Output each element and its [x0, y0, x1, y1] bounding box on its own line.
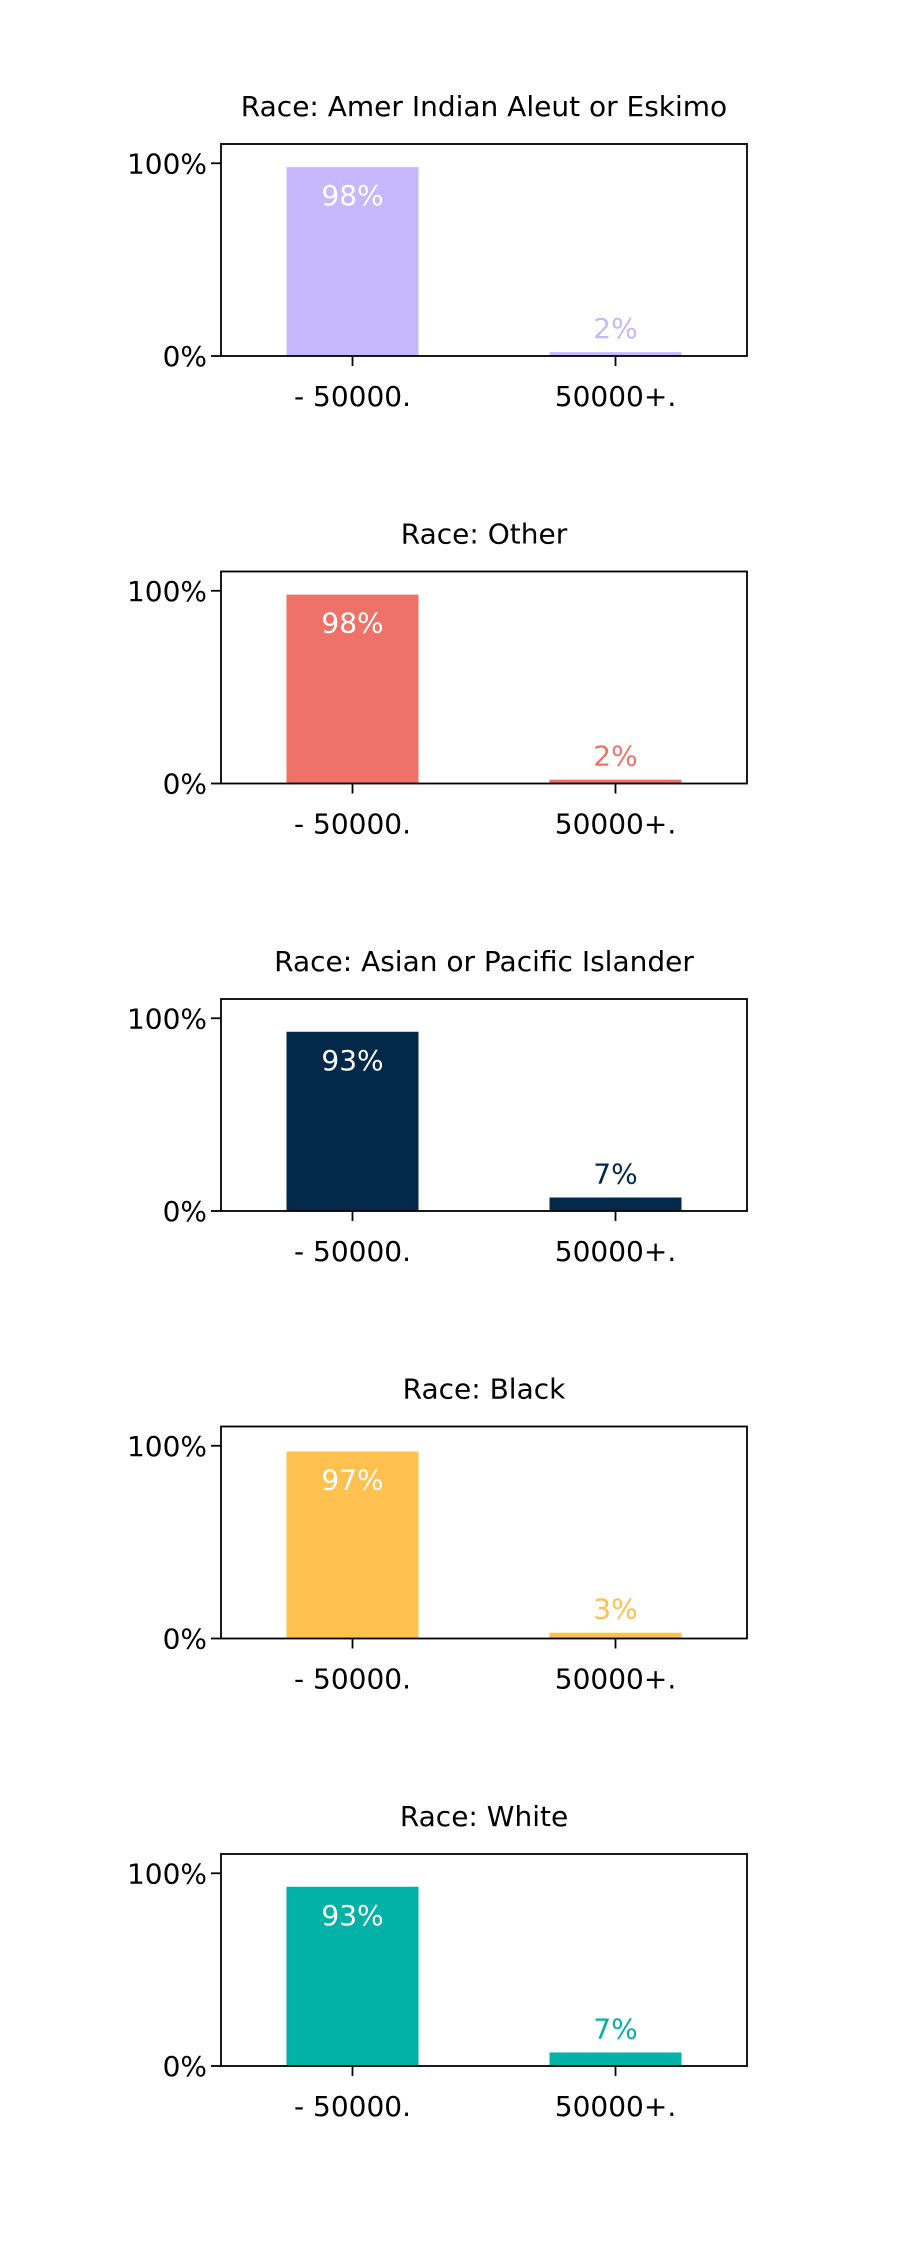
bar-1	[286, 1886, 419, 2066]
bar-1	[286, 594, 419, 784]
bar-2	[549, 352, 682, 356]
bar-value-label: 97%	[321, 1464, 383, 1497]
bar-value-label: 93%	[321, 1899, 383, 1932]
bar-2	[549, 779, 682, 784]
y-tick-label: 0%	[163, 768, 207, 801]
x-tick-label: 50000+.	[555, 1235, 676, 1268]
y-tick-label: 100%	[127, 1002, 207, 1035]
bar-value-label: 98%	[321, 179, 383, 212]
bar-value-label: 3%	[593, 1593, 637, 1626]
bar-value-label: 7%	[593, 2013, 637, 2046]
y-tick-label: 100%	[127, 1430, 207, 1463]
y-tick-label: 100%	[127, 147, 207, 180]
bar-value-label: 93%	[321, 1044, 383, 1077]
axes-frame	[220, 570, 748, 785]
y-tick-label: 0%	[163, 1195, 207, 1228]
x-tick-label: - 50000.	[294, 380, 411, 413]
bar-value-label: 98%	[321, 607, 383, 640]
bar-1	[286, 167, 419, 356]
bar-value-label: 2%	[593, 740, 637, 773]
axes-frame	[220, 143, 748, 357]
chart-panel-3: Race: Asian or Pacific Islander 93% - 5000…	[127, 945, 748, 1268]
y-tick-label: 0%	[163, 340, 207, 373]
chart-panel-4: Race: Black 97% - 50000. 3% 50000+. 0% 100%	[127, 1373, 748, 1696]
x-tick-label: - 50000.	[294, 2090, 411, 2123]
chart-title: Race: Amer Indian Aleut or Eskimo	[241, 90, 727, 123]
bar-value-label: 2%	[593, 312, 637, 345]
chart-title: Race: White	[400, 1800, 568, 1833]
y-tick-label: 0%	[163, 1623, 207, 1656]
chart-title: Race: Black	[403, 1373, 566, 1406]
axes-frame	[220, 1853, 748, 2067]
y-tick-label: 100%	[127, 1857, 207, 1890]
x-tick-label: - 50000.	[294, 1663, 411, 1696]
x-tick-label: 50000+.	[555, 2090, 676, 2123]
axes-frame	[220, 998, 748, 1212]
x-tick-label: 50000+.	[555, 808, 676, 841]
y-tick-label: 100%	[127, 575, 207, 608]
bar-1	[286, 1451, 419, 1639]
chart-panel-2: Race: Other 98% - 50000. 2% 50000+. 0% 100%	[127, 518, 748, 841]
x-tick-label: - 50000.	[294, 1235, 411, 1268]
bar-2	[549, 1632, 682, 1639]
y-tick-label: 0%	[163, 2050, 207, 2083]
bar-1	[286, 1031, 419, 1211]
bar-2	[549, 2052, 682, 2066]
axes-frame	[220, 1425, 748, 1640]
chart-title: Race: Other	[401, 518, 568, 551]
x-tick-label: 50000+.	[555, 380, 676, 413]
chart-panel-1: Race: Amer Indian Aleut or Eskimo 98% - 50…	[127, 90, 748, 413]
x-tick-label: - 50000.	[294, 808, 411, 841]
bar-value-label: 7%	[593, 1158, 637, 1191]
chart-panel-5: Race: White 93% - 50000. 7% 50000+. 0% 100%	[127, 1800, 748, 2123]
chart-title: Race: Asian or Pacific Islander	[274, 945, 694, 978]
bar-2	[549, 1197, 682, 1211]
x-tick-label: 50000+.	[555, 1663, 676, 1696]
